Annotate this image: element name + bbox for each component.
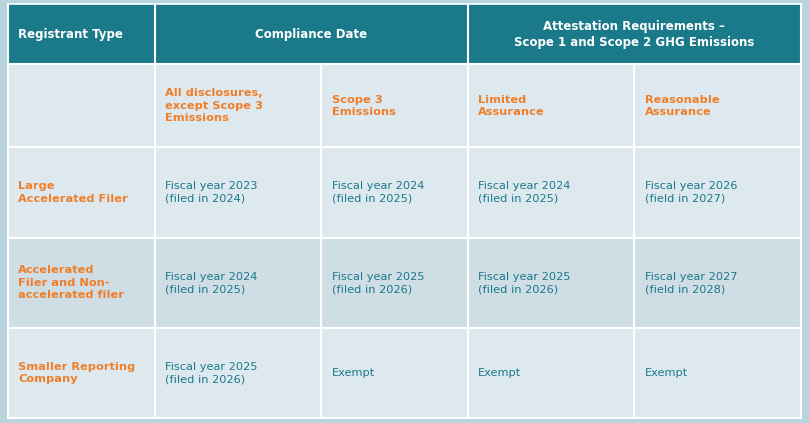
Text: Fiscal year 2025
(filed in 2026): Fiscal year 2025 (filed in 2026) [478,272,570,294]
Bar [634,64,801,147]
Text: Fiscal year 2027
(field in 2028): Fiscal year 2027 (field in 2028) [645,272,737,294]
Text: Fiscal year 2025
(filed in 2026): Fiscal year 2025 (filed in 2026) [332,272,424,294]
Bar [468,4,801,64]
Bar [155,64,321,147]
Text: Fiscal year 2026
(field in 2027): Fiscal year 2026 (field in 2027) [645,181,737,203]
Bar [468,147,634,238]
Text: Fiscal year 2024
(filed in 2025): Fiscal year 2024 (filed in 2025) [332,181,424,203]
Text: Fiscal year 2024
(filed in 2025): Fiscal year 2024 (filed in 2025) [165,272,257,294]
Text: Registrant Type: Registrant Type [19,28,123,41]
Bar [155,328,321,418]
Text: Fiscal year 2024
(filed in 2025): Fiscal year 2024 (filed in 2025) [478,181,570,203]
Bar [321,64,468,147]
Bar [634,328,801,418]
Bar [468,238,634,328]
Bar [634,238,801,328]
Text: Fiscal year 2025
(filed in 2026): Fiscal year 2025 (filed in 2026) [165,362,257,385]
Text: Accelerated
Filer and Non-
accelerated filer: Accelerated Filer and Non- accelerated f… [19,265,125,300]
Text: Large
Accelerated Filer: Large Accelerated Filer [19,181,128,203]
Bar [468,64,634,147]
Text: Scope 3
Emissions: Scope 3 Emissions [332,95,396,117]
Text: All disclosures,
except Scope 3
Emissions: All disclosures, except Scope 3 Emission… [165,88,263,123]
Bar [155,238,321,328]
Text: Exempt: Exempt [478,368,522,378]
Bar [8,328,155,418]
Text: Exempt: Exempt [332,368,375,378]
Bar [321,328,468,418]
Bar [468,328,634,418]
Text: Exempt: Exempt [645,368,688,378]
Text: Compliance Date: Compliance Date [256,28,367,41]
Text: Fiscal year 2023
(filed in 2024): Fiscal year 2023 (filed in 2024) [165,181,257,203]
Text: Attestation Requirements –
Scope 1 and Scope 2 GHG Emissions: Attestation Requirements – Scope 1 and S… [515,20,755,49]
Text: Reasonable
Assurance: Reasonable Assurance [645,95,719,117]
Bar [155,147,321,238]
Bar [321,238,468,328]
Bar [321,147,468,238]
Bar [634,147,801,238]
Text: Smaller Reporting
Company: Smaller Reporting Company [19,362,136,385]
Bar [8,64,155,147]
Bar [8,238,155,328]
Bar [8,4,155,64]
Bar [8,147,155,238]
Bar [155,4,468,64]
Text: Limited
Assurance: Limited Assurance [478,95,544,117]
